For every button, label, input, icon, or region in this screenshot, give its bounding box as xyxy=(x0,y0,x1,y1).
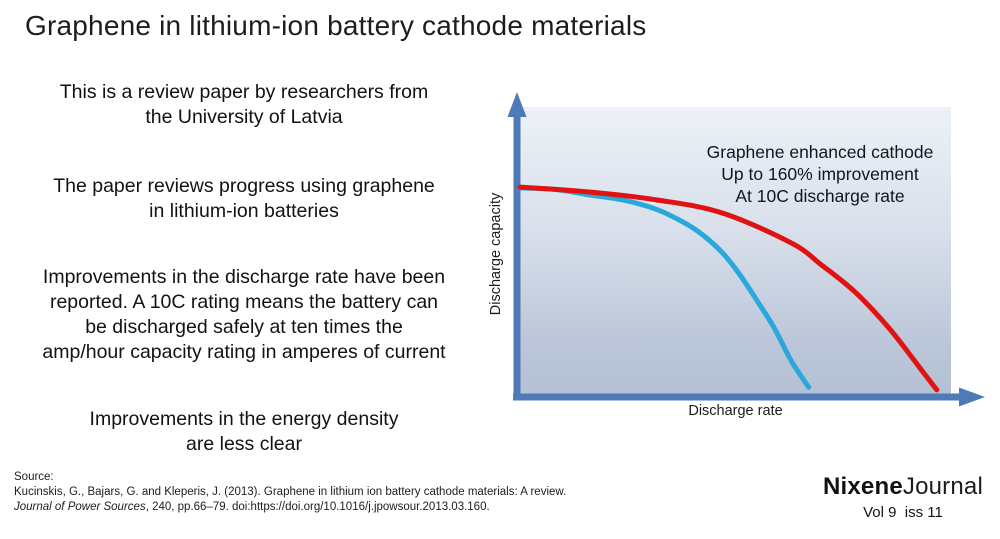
x-axis-arrowhead-icon xyxy=(959,387,985,407)
journal-logo: NixeneJournal xyxy=(823,473,983,501)
source-label: Source: xyxy=(14,471,54,483)
journal-logo-bold: Nixene xyxy=(822,473,903,500)
y-axis-label: Discharge capacity xyxy=(488,192,504,316)
text-block-discharge-rate: Improvements in the discharge rate have … xyxy=(42,266,446,363)
journal-logo-light: Journal xyxy=(902,473,983,500)
citation-doi: , 240, pp.66–79. doi:https://doi.org/10.… xyxy=(145,501,490,513)
slide-title: Graphene in lithium-ion battery cathode … xyxy=(25,10,647,41)
citation-journal-name: Journal of Power Sources xyxy=(14,501,146,513)
citation: Kucinskis, G., Bajars, G. and Kleperis, … xyxy=(14,485,606,515)
chart-annotation: Graphene enhanced cathode Up to 160% imp… xyxy=(706,142,934,206)
text-block-paper-reviews: The paper reviews progress using graphen… xyxy=(53,175,435,222)
text-block-review-paper: This is a review paper by researchers fr… xyxy=(59,81,429,128)
x-axis-label: Discharge rate xyxy=(688,403,783,419)
volume-issue-label: Vol 9 iss 11 xyxy=(863,504,943,521)
citation-text: Kucinskis, G., Bajars, G. and Kleperis, … xyxy=(14,486,567,498)
text-block-energy-density: Improvements in the energy density are l… xyxy=(89,408,399,455)
journal-logo-block: NixeneJournal Vol 9 iss 11 xyxy=(823,473,983,521)
source-block: Source: Kucinskis, G., Bajars, G. and Kl… xyxy=(14,470,606,515)
